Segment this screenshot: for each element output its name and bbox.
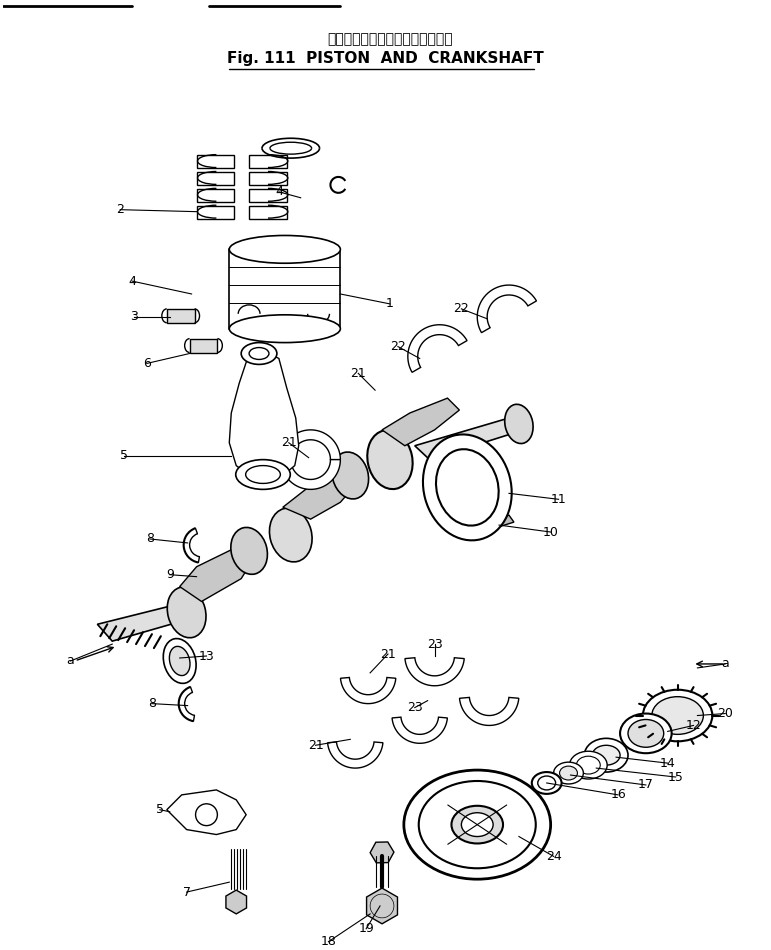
Ellipse shape [163,638,196,683]
Polygon shape [382,398,460,446]
Ellipse shape [249,348,269,359]
Text: 24: 24 [546,850,561,863]
Text: 23: 23 [407,701,423,714]
Bar [197,155,234,168]
Ellipse shape [229,236,340,263]
Text: 7: 7 [183,885,190,899]
Text: Fig. 111  PISTON  AND  CRANKSHAFT: Fig. 111 PISTON AND CRANKSHAFT [227,51,544,66]
Text: 5: 5 [156,804,164,816]
Ellipse shape [236,460,291,489]
Text: 19: 19 [359,922,374,935]
Polygon shape [281,460,340,489]
Text: 17: 17 [638,778,654,791]
Text: 22: 22 [390,340,406,353]
Bar [249,155,287,168]
Text: 2: 2 [116,203,124,217]
Text: 9: 9 [166,568,173,581]
Text: 6: 6 [143,357,151,370]
Polygon shape [392,717,447,743]
Polygon shape [408,325,467,372]
Text: 13: 13 [199,650,214,662]
Ellipse shape [570,751,608,779]
Bar [249,172,287,185]
Text: 21: 21 [350,367,366,380]
Ellipse shape [584,738,628,772]
Text: 23: 23 [426,637,443,651]
Ellipse shape [170,646,190,675]
Bar [249,206,287,219]
Text: 22: 22 [453,302,470,315]
Text: 21: 21 [281,436,297,449]
Bar [197,189,234,201]
Ellipse shape [367,430,412,489]
Ellipse shape [592,746,620,765]
Polygon shape [415,418,524,460]
Bar [167,309,194,323]
Ellipse shape [461,813,493,837]
Ellipse shape [628,719,664,748]
Bar [197,206,234,219]
Ellipse shape [452,806,503,844]
Polygon shape [328,742,383,768]
Ellipse shape [241,343,277,365]
Ellipse shape [643,690,712,741]
Text: 3: 3 [130,311,138,323]
Text: 21: 21 [308,739,324,751]
Ellipse shape [423,434,512,541]
Polygon shape [460,697,519,726]
Ellipse shape [505,405,533,444]
Ellipse shape [246,466,281,484]
Ellipse shape [231,527,268,575]
Text: 1: 1 [386,297,394,311]
Text: 21: 21 [380,648,396,660]
Text: 4: 4 [275,185,283,199]
Polygon shape [97,604,191,641]
Text: 14: 14 [660,756,675,770]
Bar [249,189,287,201]
Ellipse shape [577,756,601,774]
Polygon shape [167,789,246,834]
Text: 11: 11 [550,493,567,505]
Text: 8: 8 [148,697,156,710]
Text: 10: 10 [543,525,558,539]
Polygon shape [341,677,396,704]
Polygon shape [405,657,464,686]
Polygon shape [229,353,298,480]
Ellipse shape [419,781,536,868]
Text: 4: 4 [128,275,136,288]
Ellipse shape [229,314,340,343]
Text: 20: 20 [717,707,733,720]
Text: 18: 18 [321,935,336,948]
Polygon shape [477,515,514,532]
Ellipse shape [554,762,584,784]
Text: 5: 5 [120,449,128,462]
Text: ピストンおよびクランクシャフト: ピストンおよびクランクシャフト [327,32,453,47]
Text: 8: 8 [146,532,154,545]
Text: 12: 12 [685,719,702,732]
Ellipse shape [436,449,499,525]
Text: a: a [722,657,729,671]
Ellipse shape [651,696,703,734]
Text: 15: 15 [668,770,684,784]
Text: a: a [67,655,75,668]
Ellipse shape [620,713,672,753]
Bar [197,172,234,185]
Polygon shape [477,285,537,332]
Ellipse shape [332,452,369,499]
Ellipse shape [537,776,556,789]
Polygon shape [281,430,340,460]
Bar [190,338,217,352]
Polygon shape [180,545,256,601]
Ellipse shape [560,766,577,780]
Polygon shape [283,469,360,519]
Ellipse shape [532,772,561,794]
Ellipse shape [404,770,550,879]
Ellipse shape [269,508,312,561]
Text: 16: 16 [610,788,626,802]
Ellipse shape [167,587,206,637]
